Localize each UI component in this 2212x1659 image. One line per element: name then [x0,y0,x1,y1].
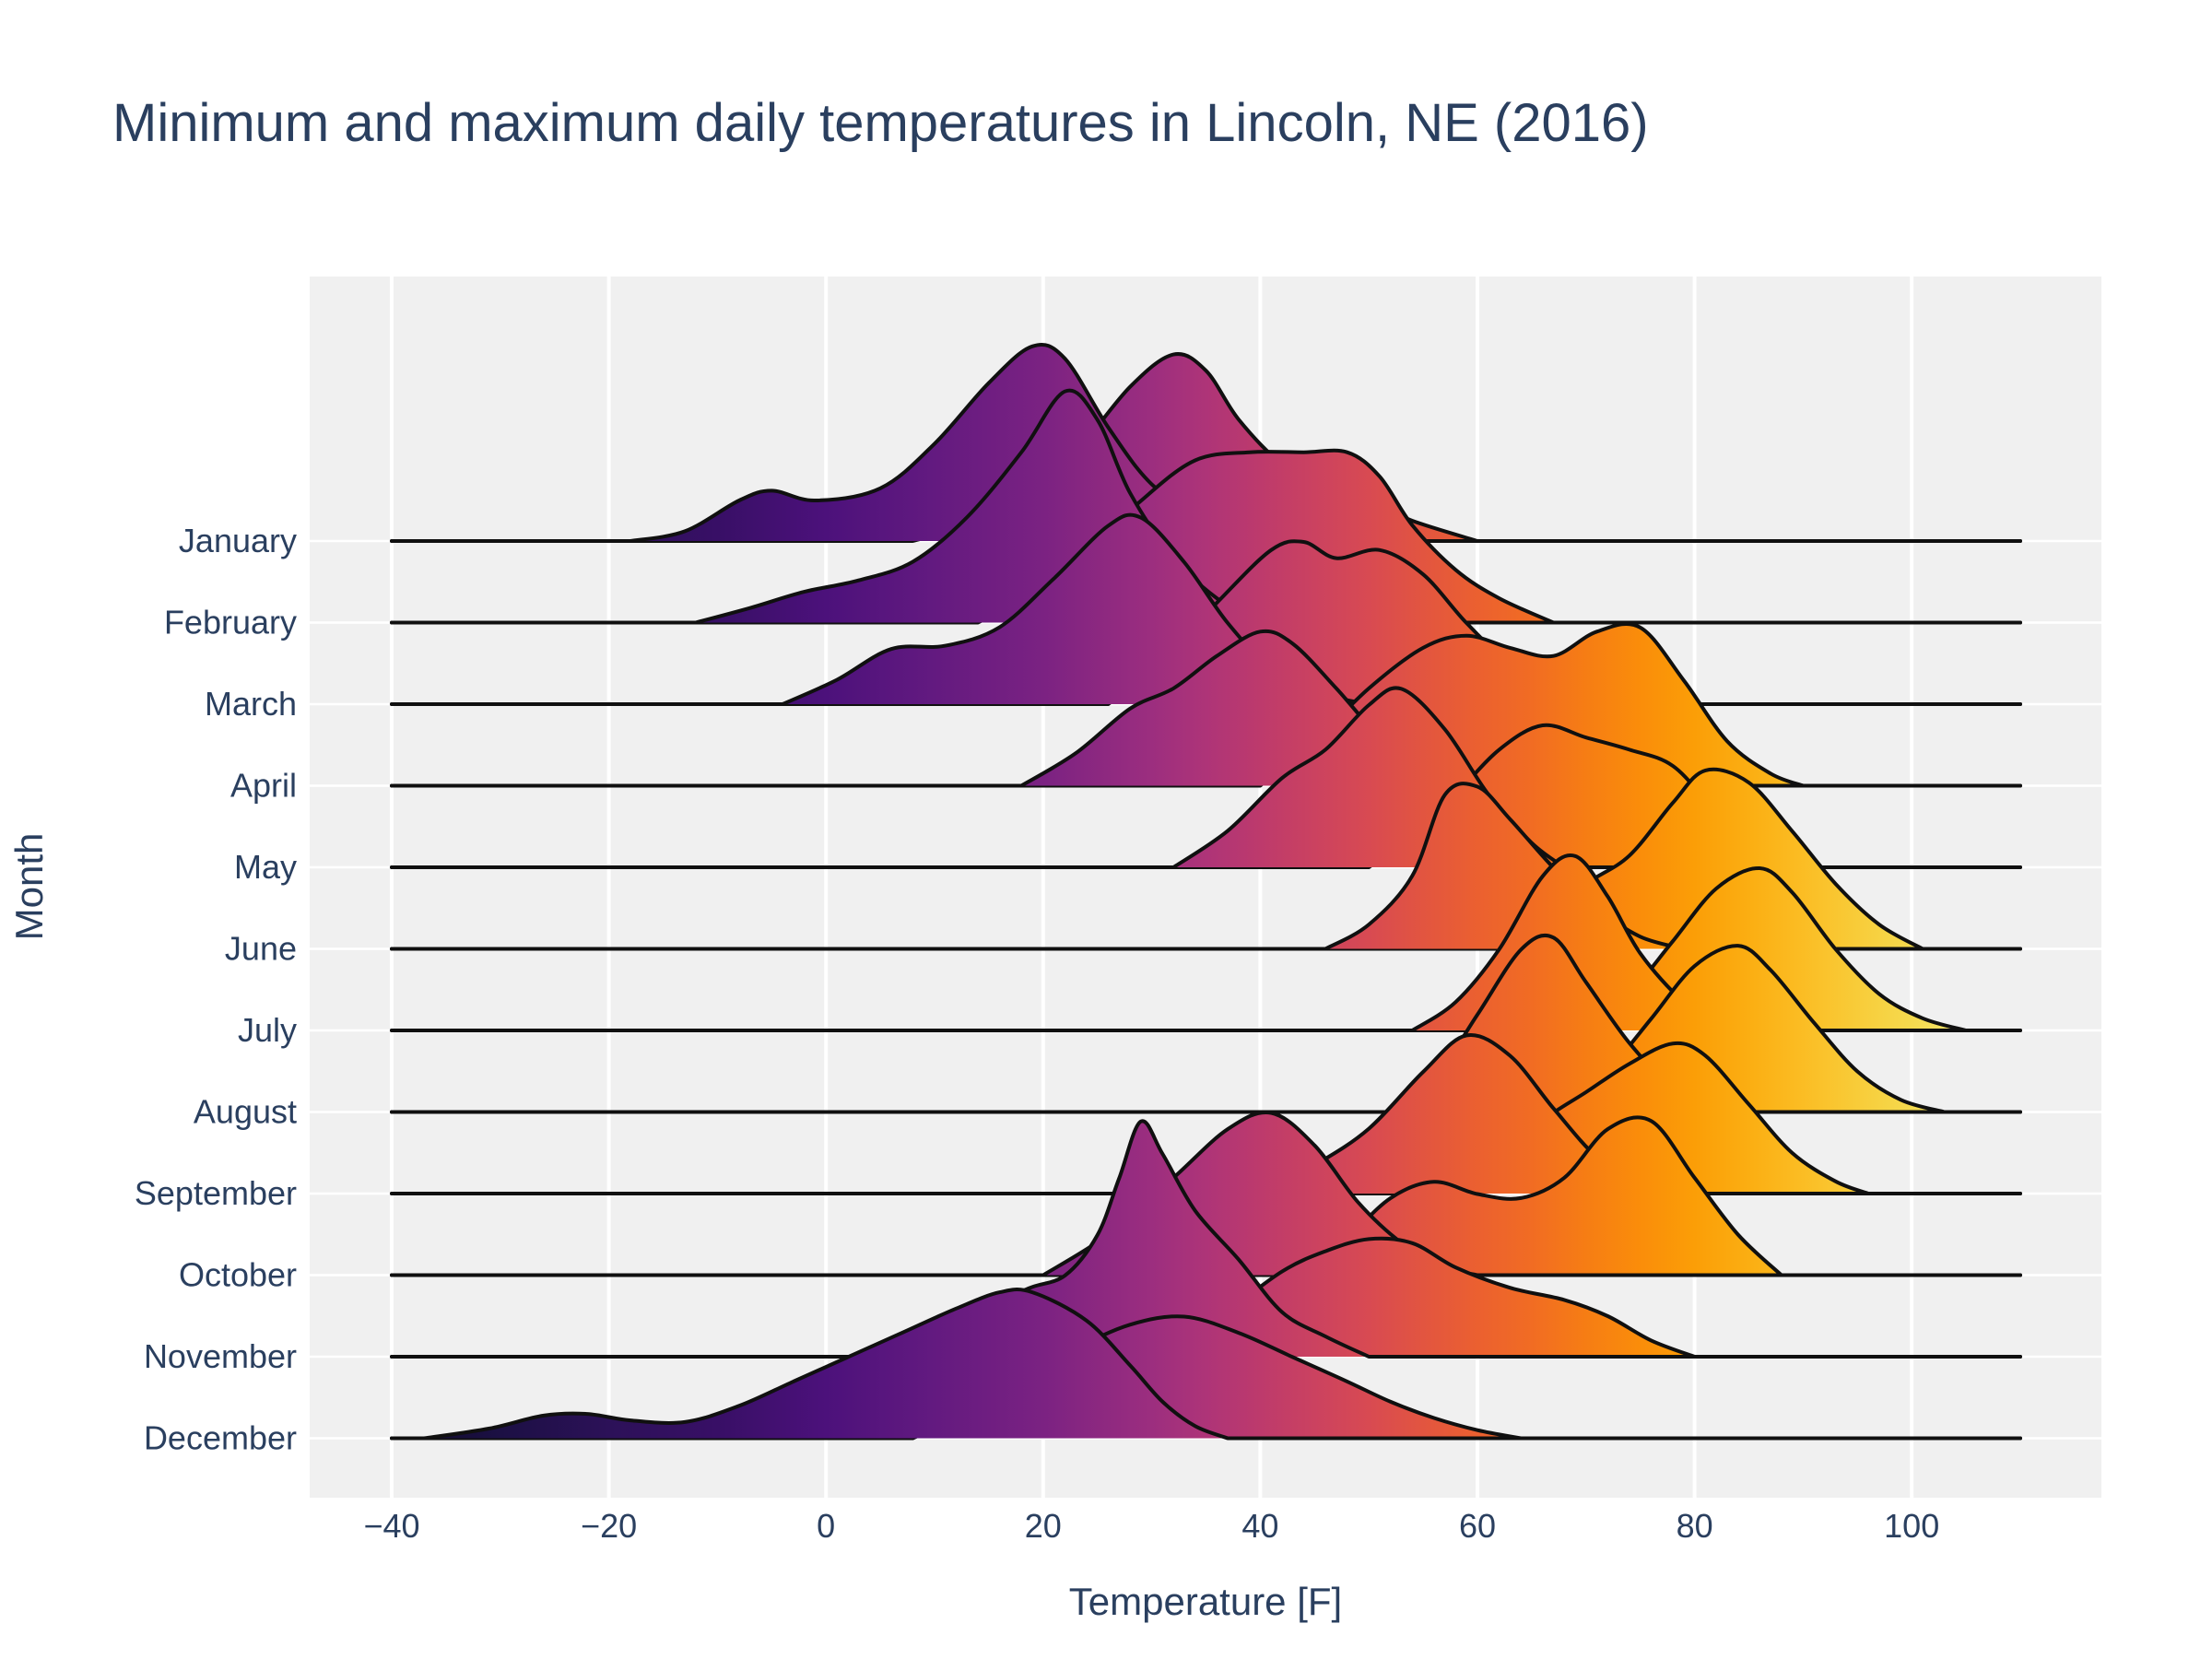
y-tick-label-january[interactable]: January [179,522,297,559]
y-tick-label-april[interactable]: April [230,767,297,805]
ridge-max-temp-october[interactable] [390,1115,2022,1277]
y-tick-label-february[interactable]: February [164,604,297,641]
x-tick-label[interactable]: −40 [363,1507,419,1545]
ridge-max-temp-november[interactable] [390,1236,2022,1359]
y-tick-label-may[interactable]: May [234,848,297,886]
y-tick-label-june[interactable]: June [225,930,297,968]
y-tick-label-september[interactable]: September [135,1174,297,1212]
chart-title: Minimum and maximum daily temperatures i… [112,93,1649,153]
ridge-min-temp-january[interactable] [390,342,2022,543]
x-tick-label[interactable]: −20 [581,1507,637,1545]
y-tick-label-october[interactable]: October [179,1256,297,1294]
y-axis-title: Month [7,833,51,941]
y-tick-label-july[interactable]: July [238,1011,297,1049]
y-tick-label-december[interactable]: December [144,1419,297,1457]
x-tick-label[interactable]: 0 [817,1507,835,1545]
y-tick-label-august[interactable]: August [194,1093,297,1131]
ridge-min-temp-december[interactable] [390,1288,2022,1441]
x-axis-title: Temperature [F] [1069,1580,1342,1623]
x-tick-label[interactable]: 40 [1241,1507,1278,1545]
x-tick-label[interactable]: 60 [1459,1507,1496,1545]
x-tick-label[interactable]: 100 [1884,1507,1939,1545]
y-tick-label-november[interactable]: November [144,1337,297,1375]
x-tick-label[interactable]: 80 [1677,1507,1713,1545]
x-tick-label[interactable]: 20 [1025,1507,1062,1545]
y-tick-label-march[interactable]: March [205,685,297,723]
